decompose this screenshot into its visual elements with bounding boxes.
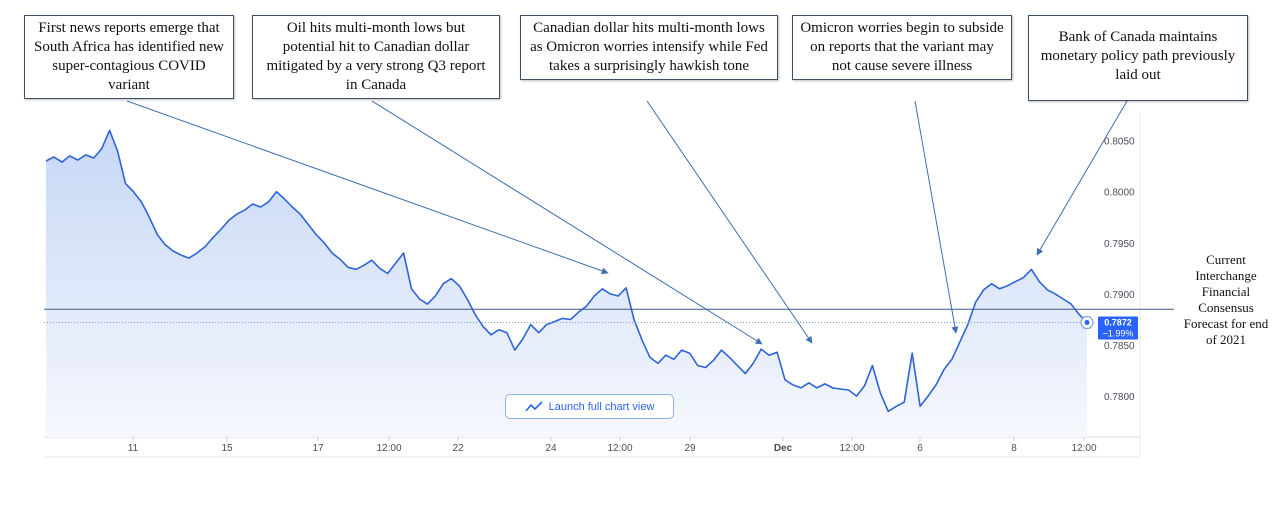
last-change-label: −1.99%: [1103, 329, 1134, 339]
annotation-callout: Canadian dollar hits multi-month lows as…: [520, 15, 778, 80]
x-tick-label: 29: [684, 443, 696, 454]
chart-line-icon: [524, 400, 543, 412]
price-line: [45, 129, 1088, 413]
annotation-arrow: [1036, 100, 1128, 256]
annotation-callout: Oil hits multi-month lows but potential …: [252, 15, 500, 99]
annotation-callout: Omicron worries begin to subside on repo…: [792, 15, 1012, 80]
x-tick-label: 15: [221, 443, 233, 454]
y-tick-label: 0.8000: [1104, 188, 1135, 199]
y-tick-label: 0.7800: [1104, 392, 1135, 403]
forecast-note: Current Interchange Financial Consensus …: [1183, 252, 1269, 347]
x-tick-label: Dec: [774, 443, 793, 454]
plot-area: 0.7872−1.99%: [44, 129, 1174, 437]
y-tick-label: 0.7850: [1104, 341, 1135, 352]
last-price-marker-dot: [1084, 320, 1090, 326]
price-area: [46, 130, 1087, 437]
y-tick-label: 0.7950: [1104, 239, 1135, 250]
y-tick-label: 0.8050: [1104, 137, 1135, 148]
x-tick-label: 8: [1011, 443, 1017, 454]
last-price-label: 0.7872: [1104, 318, 1132, 328]
x-tick-label: 6: [917, 443, 923, 454]
annotation-arrow: [914, 100, 959, 334]
x-tick-label: 12:00: [607, 443, 632, 454]
x-tick-label: 12:00: [376, 443, 401, 454]
x-tick-label: 12:00: [1071, 443, 1096, 454]
x-tick-label: 24: [545, 443, 557, 454]
axes: 11 15 17 12:00 22 24 12:00 29 Dec 12:00 6 8 12:00 0.8…: [44, 113, 1141, 458]
x-tick-label: 17: [312, 443, 324, 454]
last-price-badge: [1098, 316, 1138, 340]
x-tick-label: 12:00: [839, 443, 864, 454]
x-tick-label: 11: [128, 443, 139, 454]
x-tick-label: 22: [452, 443, 464, 454]
launch-chart-label: Launch full chart view: [548, 400, 655, 413]
annotation-callout: First news reports emerge that South Afr…: [24, 15, 234, 99]
annotation-arrow: [126, 100, 609, 275]
y-tick-label: 0.7900: [1104, 290, 1135, 301]
annotation-arrow: [371, 100, 763, 345]
annotation-arrow: [646, 100, 813, 344]
annotation-arrows: [126, 100, 1128, 345]
launch-chart-button[interactable]: Launch full chart view: [505, 394, 674, 419]
annotation-callout: Bank of Canada maintains monetary policy…: [1028, 15, 1248, 101]
